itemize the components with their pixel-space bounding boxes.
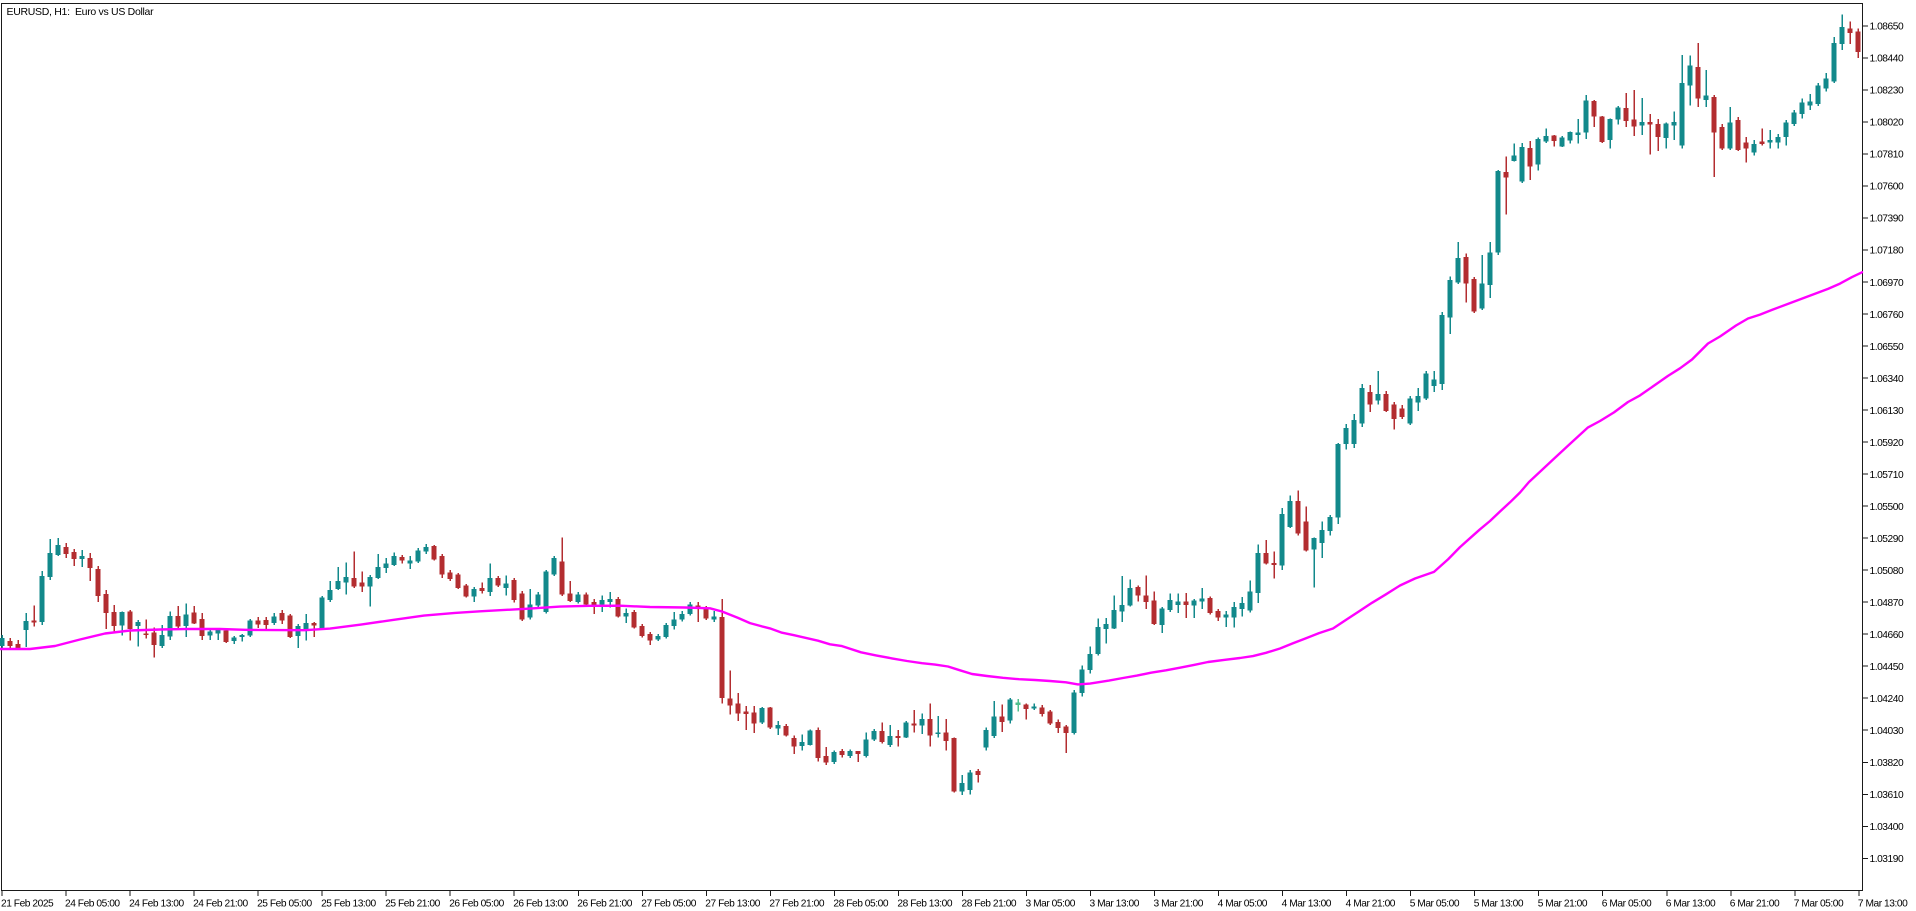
svg-text:5 Mar 21:00: 5 Mar 21:00 <box>1538 899 1588 910</box>
svg-text:3 Mar 21:00: 3 Mar 21:00 <box>1154 899 1204 910</box>
svg-text:1.05710: 1.05710 <box>1870 470 1904 481</box>
svg-text:1.08650: 1.08650 <box>1870 22 1904 33</box>
svg-text:7 Mar 05:00: 7 Mar 05:00 <box>1794 899 1844 910</box>
svg-text:5 Mar 13:00: 5 Mar 13:00 <box>1474 899 1524 910</box>
svg-text:27 Feb 05:00: 27 Feb 05:00 <box>641 899 696 910</box>
svg-text:6 Mar 05:00: 6 Mar 05:00 <box>1602 899 1652 910</box>
svg-text:3 Mar 13:00: 3 Mar 13:00 <box>1090 899 1140 910</box>
svg-text:1.05290: 1.05290 <box>1870 534 1904 545</box>
svg-text:27 Feb 13:00: 27 Feb 13:00 <box>705 899 760 910</box>
svg-text:1.07600: 1.07600 <box>1870 182 1904 193</box>
svg-text:28 Feb 21:00: 28 Feb 21:00 <box>962 899 1017 910</box>
svg-text:1.06340: 1.06340 <box>1870 374 1904 385</box>
svg-text:1.05500: 1.05500 <box>1870 502 1904 513</box>
svg-text:26 Feb 21:00: 26 Feb 21:00 <box>577 899 632 910</box>
svg-text:4 Mar 21:00: 4 Mar 21:00 <box>1346 899 1396 910</box>
svg-text:1.05920: 1.05920 <box>1870 438 1904 449</box>
svg-text:EURUSD, H1: Euro vs US Dollar: EURUSD, H1: Euro vs US Dollar <box>7 6 155 18</box>
svg-text:25 Feb 13:00: 25 Feb 13:00 <box>321 899 376 910</box>
svg-text:1.06760: 1.06760 <box>1870 310 1904 321</box>
svg-text:28 Feb 05:00: 28 Feb 05:00 <box>833 899 888 910</box>
svg-text:6 Mar 13:00: 6 Mar 13:00 <box>1666 899 1716 910</box>
svg-text:6 Mar 21:00: 6 Mar 21:00 <box>1730 899 1780 910</box>
svg-text:1.03190: 1.03190 <box>1870 854 1904 865</box>
svg-text:1.03400: 1.03400 <box>1870 822 1904 833</box>
svg-text:24 Feb 21:00: 24 Feb 21:00 <box>193 899 248 910</box>
svg-text:25 Feb 05:00: 25 Feb 05:00 <box>257 899 312 910</box>
svg-text:21 Feb 2025: 21 Feb 2025 <box>1 899 54 910</box>
svg-text:4 Mar 05:00: 4 Mar 05:00 <box>1218 899 1268 910</box>
svg-text:24 Feb 05:00: 24 Feb 05:00 <box>65 899 120 910</box>
svg-text:1.07390: 1.07390 <box>1870 214 1904 225</box>
svg-text:26 Feb 13:00: 26 Feb 13:00 <box>513 899 568 910</box>
svg-text:3 Mar 05:00: 3 Mar 05:00 <box>1026 899 1076 910</box>
svg-text:1.06970: 1.06970 <box>1870 278 1904 289</box>
svg-text:1.08230: 1.08230 <box>1870 86 1904 97</box>
svg-text:1.08440: 1.08440 <box>1870 54 1904 65</box>
svg-text:1.04240: 1.04240 <box>1870 694 1904 705</box>
svg-text:26 Feb 05:00: 26 Feb 05:00 <box>449 899 504 910</box>
svg-text:25 Feb 21:00: 25 Feb 21:00 <box>385 899 440 910</box>
svg-text:1.08020: 1.08020 <box>1870 118 1904 129</box>
svg-text:28 Feb 13:00: 28 Feb 13:00 <box>897 899 952 910</box>
svg-text:1.04450: 1.04450 <box>1870 662 1904 673</box>
svg-text:5 Mar 05:00: 5 Mar 05:00 <box>1410 899 1460 910</box>
svg-text:7 Mar 13:00: 7 Mar 13:00 <box>1858 899 1908 910</box>
svg-text:1.06550: 1.06550 <box>1870 342 1904 353</box>
svg-text:1.04660: 1.04660 <box>1870 630 1904 641</box>
svg-text:4 Mar 13:00: 4 Mar 13:00 <box>1282 899 1332 910</box>
svg-text:1.05080: 1.05080 <box>1870 566 1904 577</box>
svg-text:27 Feb 21:00: 27 Feb 21:00 <box>769 899 824 910</box>
svg-text:1.06130: 1.06130 <box>1870 406 1904 417</box>
svg-text:24 Feb 13:00: 24 Feb 13:00 <box>129 899 184 910</box>
svg-text:1.07810: 1.07810 <box>1870 150 1904 161</box>
svg-text:1.03610: 1.03610 <box>1870 790 1904 801</box>
svg-text:1.07180: 1.07180 <box>1870 246 1904 257</box>
svg-text:1.04870: 1.04870 <box>1870 598 1904 609</box>
svg-text:1.03820: 1.03820 <box>1870 758 1904 769</box>
svg-text:1.04030: 1.04030 <box>1870 726 1904 737</box>
